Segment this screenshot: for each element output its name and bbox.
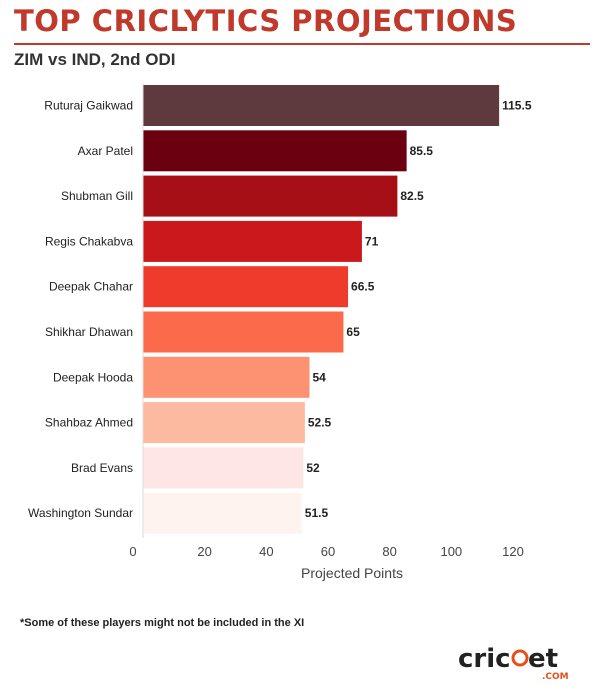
bar-washington-sundar	[143, 492, 302, 534]
x-tick-label: 40	[259, 544, 273, 559]
x-tick-label: 0	[129, 544, 136, 559]
value-label: 52	[306, 461, 320, 475]
category-label: Axar Patel	[78, 144, 133, 158]
bars-group: Ruturaj Gaikwad 115.5 Axar Patel 85.5 Shubma…	[28, 85, 532, 534]
x-tick-label: 60	[321, 544, 335, 559]
category-label: Deepak Chahar	[49, 280, 133, 294]
cricket-ball-icon	[511, 649, 529, 667]
value-label: 66.5	[351, 280, 375, 294]
value-label: 115.5	[502, 99, 532, 113]
bar-ruturaj-gaikwad	[143, 85, 500, 126]
value-label: 71	[365, 234, 379, 248]
bar-deepak-chahar	[143, 266, 349, 308]
value-label: 51.5	[305, 506, 329, 520]
cricket-com-logo: cric et .COM	[458, 644, 569, 682]
category-label: Shubman Gill	[61, 189, 133, 203]
x-tick-label: 120	[502, 544, 524, 559]
value-label: 52.5	[308, 416, 332, 430]
x-tick-label: 20	[197, 544, 211, 559]
logo-text-right: et	[528, 644, 558, 674]
value-label: 82.5	[400, 189, 424, 203]
category-label: Shahbaz Ahmed	[45, 416, 133, 430]
x-tick-label: 100	[440, 544, 462, 559]
bar-regis-chakabva	[143, 220, 362, 262]
category-label: Regis Chakabva	[45, 234, 133, 248]
value-label: 54	[313, 370, 327, 384]
chart-title: TOP CRICLYTICS PROJECTIONS	[14, 4, 518, 38]
logo-text-left: cric	[458, 644, 511, 674]
category-label: Brad Evans	[71, 461, 133, 475]
bar-axar-patel	[143, 130, 407, 172]
x-tick-label: 80	[382, 544, 396, 559]
bar-shikhar-dhawan	[143, 311, 344, 353]
x-axis-title: Projected Points	[301, 565, 403, 581]
bar-chart: Ruturaj Gaikwad 115.5 Axar Patel 85.5 Shubma…	[28, 83, 532, 581]
bar-deepak-hooda	[143, 356, 310, 398]
category-label: Washington Sundar	[28, 506, 133, 520]
footnote: *Some of these players might not be incl…	[20, 617, 305, 629]
bar-brad-evans	[143, 447, 304, 489]
chart-subtitle: ZIM vs IND, 2nd ODI	[14, 50, 176, 69]
value-label: 85.5	[410, 144, 434, 158]
value-label: 65	[346, 325, 360, 339]
x-axis-group: 0 20 40 60 80 100 120	[129, 83, 524, 559]
category-label: Deepak Hooda	[53, 370, 133, 384]
category-label: Shikhar Dhawan	[45, 325, 133, 339]
category-label: Ruturaj Gaikwad	[44, 99, 133, 113]
bar-shubman-gill	[143, 175, 398, 217]
title-underline	[14, 43, 590, 45]
bar-shahbaz-ahmed	[143, 402, 305, 444]
logo-suffix: .COM	[542, 672, 569, 682]
